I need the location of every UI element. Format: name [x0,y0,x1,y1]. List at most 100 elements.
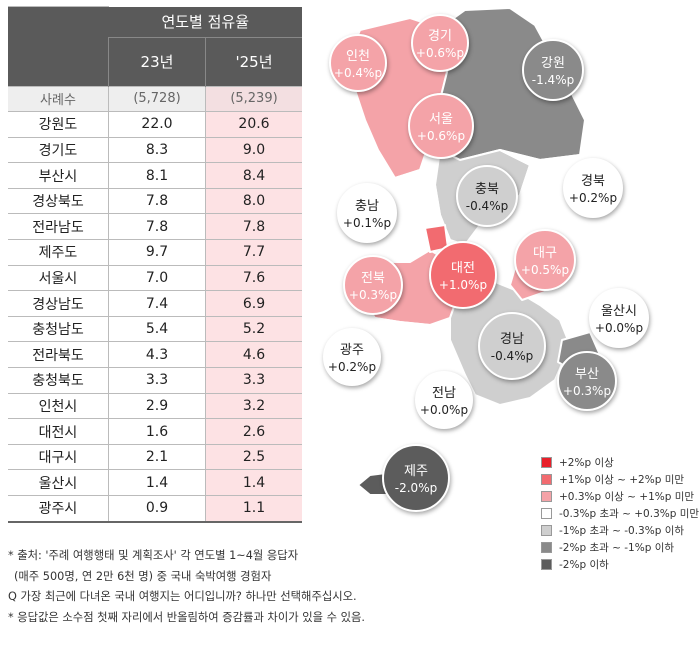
region-cell: 대전시 [8,418,109,445]
table-row: 광주시 0.9 1.1 [8,494,302,523]
samples-25: (5,239) [205,85,302,112]
value-23-cell: 8.3 [108,136,206,163]
bubble-change-label: +0.1%p [343,216,391,230]
bubble-region-label: 경기 [428,29,452,44]
value-25-cell: 5.2 [205,315,302,342]
bubble-change-label: +0.3%p [563,384,611,398]
value-23-cell: 4.3 [108,341,206,368]
legend-item: +0.3%p 이상 ~ +1%p 미만 [541,488,699,505]
legend-swatch [541,508,552,519]
bubble-경북: 경북 +0.2%p [563,158,623,218]
region-cell: 전라남도 [8,213,109,240]
bubble-change-label: +0.6%p [417,129,465,143]
bubble-광주: 광주 +0.2%p [323,328,381,386]
note-source: * 출처: '주례 여행행태 및 계획조사' 각 연도별 1~4월 응답자 [8,549,299,562]
legend-label: -2%p 초과 ~ -1%p 이하 [559,542,675,554]
value-25-cell: 2.6 [205,418,302,445]
bubble-circle [323,328,381,386]
bubble-circle [411,14,469,72]
table-year-row: 23년 '25년 [8,36,302,86]
bubble-울산시: 울산시 +0.0%p [589,288,649,348]
table-row: 전라북도 4.3 4.6 [8,341,302,368]
bubble-change-label: +0.6%p [416,46,464,60]
bubble-circle [382,444,450,512]
bubble-전남: 전남 +0.0%p [415,371,473,429]
bubble-충북: 충북 -0.4%p [456,165,518,227]
table-row: 인천시 2.9 3.2 [8,392,302,419]
note-sample: (매주 500명, 연 2만 6천 명) 중 국내 숙박여행 경험자 [14,569,272,583]
table-row: 대전시 1.6 2.6 [8,418,302,445]
bubble-circle [563,158,623,218]
bubble-circle [408,93,474,159]
share-table-body: 연도별 점유율 23년 '25년 사례수 (5,728) (5,239) 강원도… [8,6,302,523]
legend-swatch [541,457,552,468]
value-23-cell: 5.4 [108,315,206,342]
table-header-row: 연도별 점유율 [8,6,302,86]
legend-label: +2%p 이상 [559,457,614,469]
value-23-cell: 2.1 [108,443,206,470]
bubble-change-label: -1.4%p [532,73,574,87]
table-row: 대구시 2.1 2.5 [8,443,302,470]
bubble-circle [337,183,397,243]
bubble-대구: 대구 +0.5%p [514,229,576,291]
bubble-change-label: +0.0%p [420,403,468,417]
value-25-cell: 9.0 [205,136,302,163]
legend-item: +2%p 이상 [541,454,699,471]
bubble-region-label: 충남 [355,199,379,214]
legend-item: -2%p 이하 [541,556,699,573]
bubble-서울: 서울 +0.6%p [408,93,474,159]
value-25-cell: 1.4 [205,469,302,496]
bubble-circle [557,351,617,411]
table-row: 경상남도 7.4 6.9 [8,290,302,317]
table-row: 부산시 8.1 8.4 [8,162,302,189]
bubble-부산: 부산 +0.3%p [557,351,617,411]
note-rounding: * 응답값은 소수점 첫째 자리에서 반올림하여 증감률과 차이가 있을 수 있… [8,610,365,624]
value-23-cell: 9.7 [108,239,206,266]
footnotes: * 출처: '주례 여행행태 및 계획조사' 각 연도별 1~4월 응답자 (매… [8,546,365,628]
value-25-cell: 8.0 [205,187,302,214]
table-row: 전라남도 7.8 7.8 [8,213,302,240]
bubble-region-label: 경북 [581,174,605,189]
bubble-region-label: 전북 [361,271,385,286]
region-cell: 경상남도 [8,290,109,317]
legend-item: -2%p 초과 ~ -1%p 이하 [541,539,699,556]
bubble-change-label: +0.0%p [595,321,643,335]
bubble-경남: 경남 -0.4%p [478,312,546,380]
bubble-change-label: -0.4%p [466,199,508,213]
legend-swatch [541,542,552,553]
bubble-region-label: 울산시 [601,304,637,319]
bubble-region-label: 인천 [346,49,370,64]
table-row: 충청북도 3.3 3.3 [8,367,302,394]
region-cell: 광주시 [8,494,109,523]
value-23-cell: 1.4 [108,469,206,496]
table-row: 서울시 7.0 7.6 [8,264,302,291]
col-25-header: '25년 [205,36,302,86]
region-cell: 서울시 [8,264,109,291]
bubble-change-label: +0.2%p [328,360,376,374]
bubble-경기: 경기 +0.6%p [411,14,469,72]
value-25-cell: 6.9 [205,290,302,317]
table-row: 제주도 9.7 7.7 [8,239,302,266]
bubble-전북: 전북 +0.3%p [343,255,403,315]
legend-label: -0.3%p 초과 ~ +0.3%p 미만 [559,508,700,520]
korea-map: 인천 +0.4%p 경기 +0.6%p 강원 -1.4%p 서울 +0.6%p 충북 -0.4%p… [323,7,649,512]
bubble-region-label: 대구 [533,246,557,261]
legend-swatch [541,559,552,570]
region-cell: 울산시 [8,469,109,496]
bubble-인천: 인천 +0.4%p [329,34,387,92]
value-25-cell: 4.6 [205,341,302,368]
bubble-region-label: 경남 [500,332,524,347]
value-25-cell: 3.2 [205,392,302,419]
value-25-cell: 7.6 [205,264,302,291]
bubble-region-label: 서울 [429,112,453,127]
table-row: 경기도 8.3 9.0 [8,136,302,163]
bubble-circle [429,241,497,309]
region-cell: 충청북도 [8,367,109,394]
region-cell: 부산시 [8,162,109,189]
region-cell: 강원도 [8,111,109,138]
samples-label: 사례수 [8,85,109,112]
header-corner-cell [8,6,109,86]
legend-swatch [541,491,552,502]
region-cell: 대구시 [8,443,109,470]
value-25-cell: 7.8 [205,213,302,240]
